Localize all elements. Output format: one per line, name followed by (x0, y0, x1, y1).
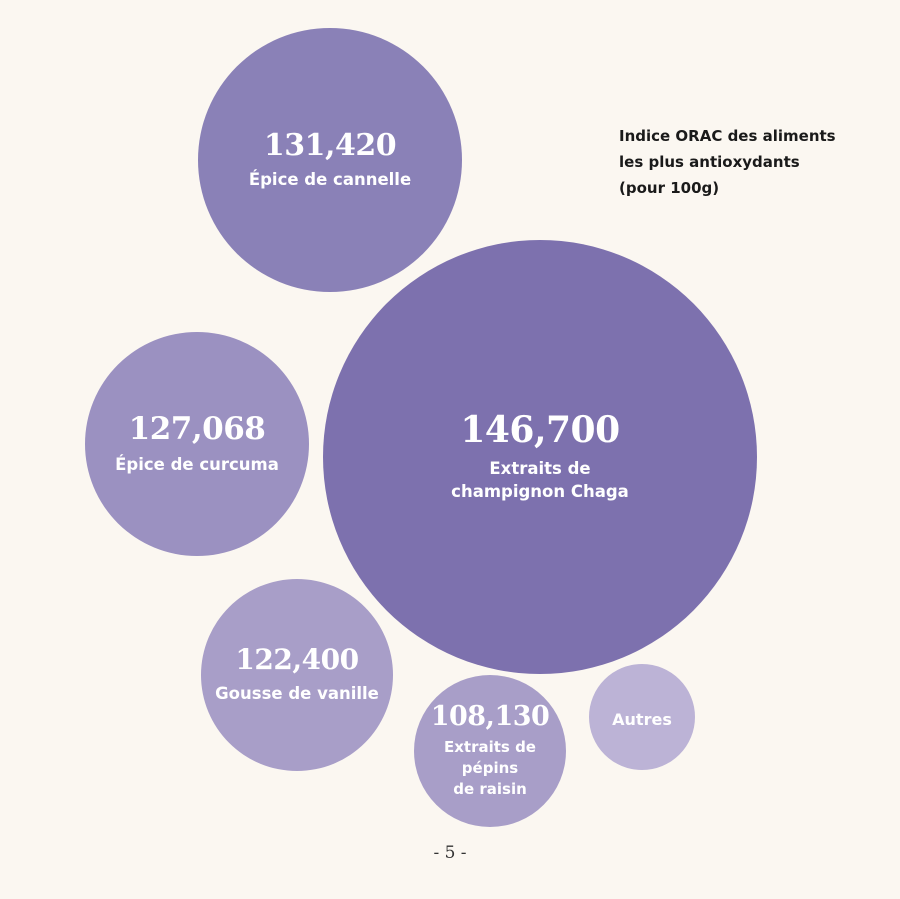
bubble-label: Épice de cannelle (248, 169, 412, 189)
bubble-label: Épice de curcuma (115, 454, 279, 474)
bubble-2: 131,420 Épice de cannelle (198, 28, 462, 292)
bubble-label: Autres (612, 709, 672, 729)
bubble-value: 127,068 (128, 411, 266, 448)
bubble-value: 131,420 (263, 127, 397, 163)
bubble-value: 122,400 (235, 643, 359, 677)
bubble-label: Extraits de champignon Chaga (451, 458, 629, 501)
bubble-6: Autres (589, 664, 695, 770)
bubble-value: 146,700 (460, 409, 620, 452)
chart-title: Indice ORAC des aliments les plus antiox… (619, 127, 836, 197)
bubble-3: 127,068 Épice de curcuma (85, 332, 309, 556)
bubble-label: Gousse de vanille (215, 683, 379, 703)
page-number: - 5 - (433, 843, 467, 863)
bubble-4: 122,400 Gousse de vanille (201, 579, 393, 771)
bubble-5: 108,130 Extraits de pépins de raisin (414, 675, 566, 827)
bubble-1: 146,700 Extraits de champignon Chaga (323, 240, 757, 674)
bubble-label: Extraits de pépins de raisin (444, 738, 536, 799)
bubble-value: 108,130 (430, 700, 550, 732)
